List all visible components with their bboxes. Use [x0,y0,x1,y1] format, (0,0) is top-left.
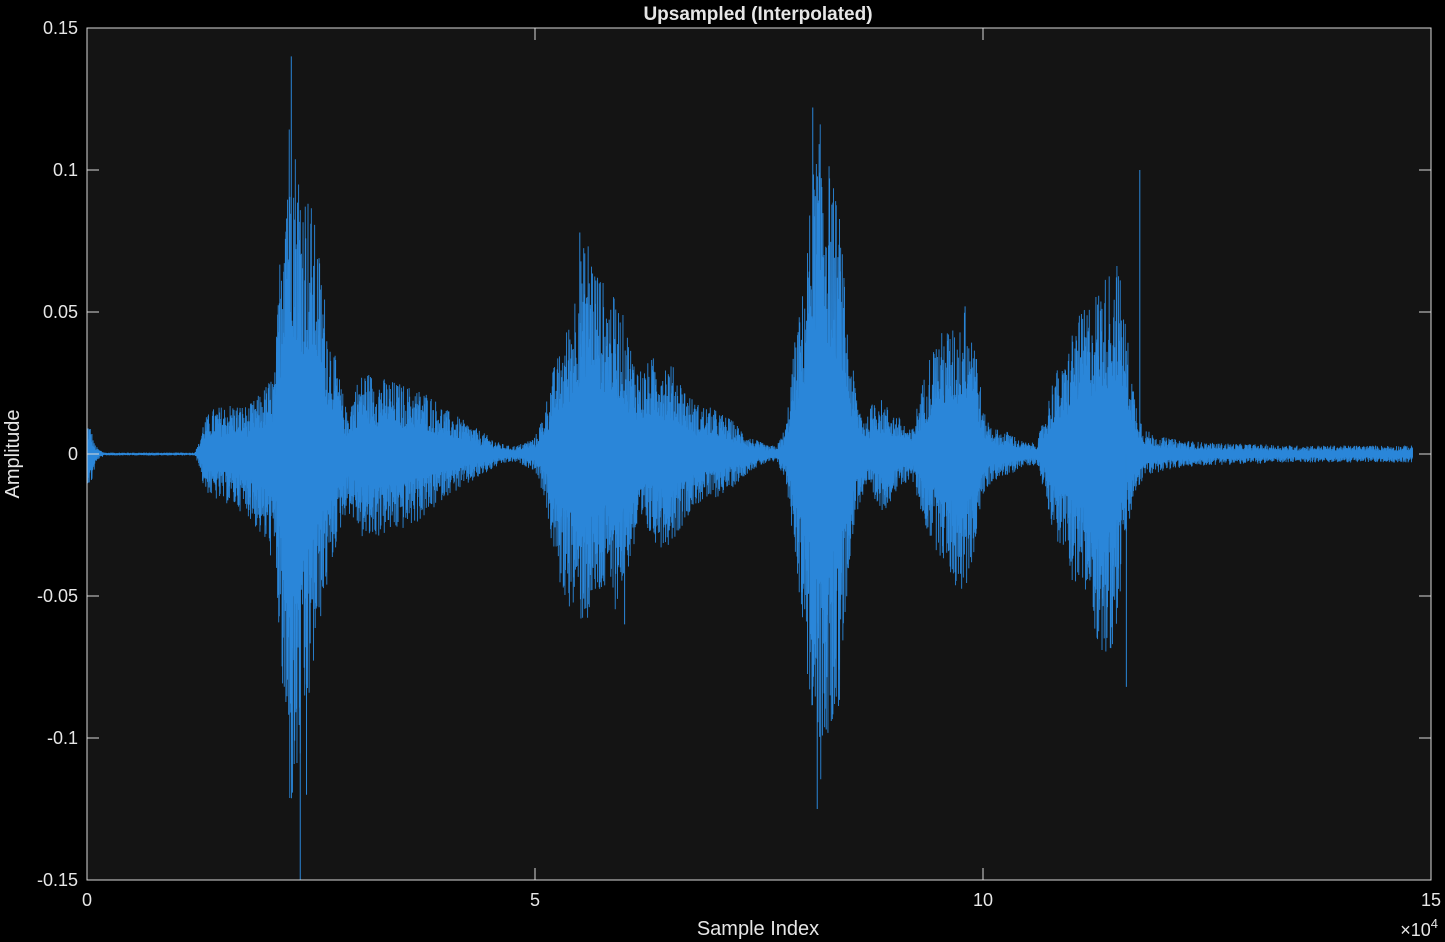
x-tick-label: 10 [973,890,993,910]
x-axis-exponent-power: 4 [1431,916,1438,931]
x-axis-exponent: ×104 [1400,916,1438,940]
y-tick-label: -0.1 [47,728,78,748]
series-layer [86,56,1413,880]
y-tick-label: -0.05 [37,586,78,606]
y-axis-label: Amplitude [2,410,24,499]
y-tick-label: -0.15 [37,870,78,890]
chart-title: Upsampled (Interpolated) [643,4,872,25]
label-layer: 0 5 10 15 -0.15 -0.1 -0.05 0 0.05 0.1 0.15 [37,18,1441,910]
x-tick-label: 15 [1421,890,1441,910]
x-tick-label: 5 [530,890,540,910]
y-tick-label: 0 [68,444,78,464]
series-waveform [86,124,1413,799]
y-tick-label: 0.1 [53,160,78,180]
x-axis-label: Sample Index [697,918,819,940]
y-tick-label: 0.15 [43,18,78,38]
y-tick-label: 0.05 [43,302,78,322]
x-tick-label: 0 [82,890,92,910]
x-axis-exponent-base: ×10 [1400,920,1431,940]
tick-layer [86,27,1432,881]
